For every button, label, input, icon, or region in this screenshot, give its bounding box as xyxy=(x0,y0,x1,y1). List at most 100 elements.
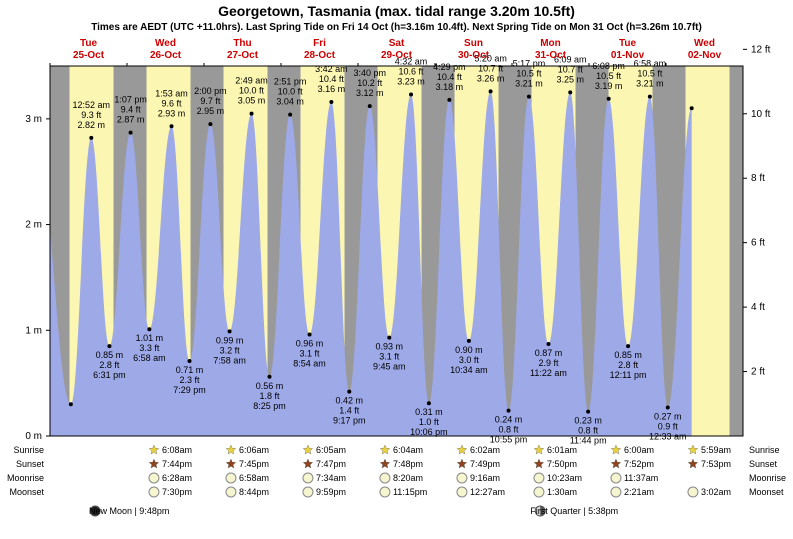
svg-text:First Quarter | 5:38pm: First Quarter | 5:38pm xyxy=(530,506,618,516)
svg-text:6:05am: 6:05am xyxy=(316,445,346,455)
svg-text:Sun: Sun xyxy=(464,38,483,49)
svg-text:2.9 ft: 2.9 ft xyxy=(538,358,559,368)
svg-text:11:37am: 11:37am xyxy=(624,473,658,483)
svg-text:0.9 ft: 0.9 ft xyxy=(658,421,679,431)
svg-text:4:29 pm: 4:29 pm xyxy=(433,62,466,72)
svg-text:7:52pm: 7:52pm xyxy=(624,459,654,469)
svg-text:2:21am: 2:21am xyxy=(624,487,654,497)
svg-text:3.25 m: 3.25 m xyxy=(556,74,584,84)
svg-text:2 ft: 2 ft xyxy=(751,367,765,378)
svg-text:7:50pm: 7:50pm xyxy=(547,459,577,469)
svg-text:9.7 ft: 9.7 ft xyxy=(200,96,221,106)
svg-text:7:53pm: 7:53pm xyxy=(701,459,731,469)
svg-text:Wed: Wed xyxy=(694,38,715,49)
svg-text:2.82 m: 2.82 m xyxy=(78,120,106,130)
svg-text:9:45 am: 9:45 am xyxy=(373,362,406,372)
svg-text:0.23 m: 0.23 m xyxy=(574,416,602,426)
svg-text:11:22 am: 11:22 am xyxy=(530,368,567,378)
svg-text:25-Oct: 25-Oct xyxy=(73,50,105,61)
svg-text:10.7 ft: 10.7 ft xyxy=(478,63,504,73)
svg-text:6:08 pm: 6:08 pm xyxy=(592,61,625,71)
svg-text:8:25 pm: 8:25 pm xyxy=(253,401,286,411)
svg-text:10.2 ft: 10.2 ft xyxy=(357,78,383,88)
svg-text:1 m: 1 m xyxy=(25,325,42,336)
svg-text:7:34am: 7:34am xyxy=(316,473,346,483)
svg-text:Tue: Tue xyxy=(80,38,97,49)
svg-text:12:52 am: 12:52 am xyxy=(73,100,111,110)
svg-text:0.96 m: 0.96 m xyxy=(296,339,324,349)
svg-text:Tue: Tue xyxy=(619,38,636,49)
svg-text:1.0 ft: 1.0 ft xyxy=(419,417,440,427)
svg-text:10.0 ft: 10.0 ft xyxy=(239,86,265,96)
svg-text:2:51 pm: 2:51 pm xyxy=(274,77,307,87)
svg-text:3.05 m: 3.05 m xyxy=(238,96,266,106)
svg-text:2:49 am: 2:49 am xyxy=(235,76,268,86)
svg-text:8:54 am: 8:54 am xyxy=(293,359,326,369)
svg-text:6:00am: 6:00am xyxy=(624,445,654,455)
svg-text:Moonrise: Moonrise xyxy=(7,473,44,483)
svg-text:3.1 ft: 3.1 ft xyxy=(300,349,321,359)
chart-subtitle: Times are AEDT (UTC +11.0hrs). Last Spri… xyxy=(91,22,702,33)
svg-text:3.16 m: 3.16 m xyxy=(318,84,346,94)
svg-text:Sunset: Sunset xyxy=(16,459,45,469)
svg-text:3.0 ft: 3.0 ft xyxy=(459,355,480,365)
svg-text:0.99 m: 0.99 m xyxy=(216,335,244,345)
svg-text:Sunset: Sunset xyxy=(749,459,778,469)
svg-text:2.95 m: 2.95 m xyxy=(197,106,225,116)
svg-text:3.26 m: 3.26 m xyxy=(477,73,505,83)
svg-text:7:49pm: 7:49pm xyxy=(470,459,500,469)
svg-text:Sunrise: Sunrise xyxy=(13,445,44,455)
svg-text:0.71 m: 0.71 m xyxy=(176,365,204,375)
svg-text:9:17 pm: 9:17 pm xyxy=(333,416,366,426)
svg-text:7:47pm: 7:47pm xyxy=(316,459,346,469)
svg-text:1.8 ft: 1.8 ft xyxy=(260,391,281,401)
svg-text:6:08am: 6:08am xyxy=(162,445,192,455)
svg-text:8:20am: 8:20am xyxy=(393,473,423,483)
svg-text:9.3 ft: 9.3 ft xyxy=(81,110,102,120)
svg-text:0.90 m: 0.90 m xyxy=(455,345,483,355)
svg-text:12:27am: 12:27am xyxy=(470,487,505,497)
svg-text:27-Oct: 27-Oct xyxy=(227,50,259,61)
svg-text:7:44pm: 7:44pm xyxy=(162,459,192,469)
svg-text:3:02am: 3:02am xyxy=(701,487,731,497)
svg-text:3.18 m: 3.18 m xyxy=(436,82,464,92)
svg-text:3.2 ft: 3.2 ft xyxy=(220,345,241,355)
svg-text:6:01am: 6:01am xyxy=(547,445,577,455)
svg-text:26-Oct: 26-Oct xyxy=(150,50,182,61)
svg-text:1:07 pm: 1:07 pm xyxy=(114,95,147,105)
svg-text:02-Nov: 02-Nov xyxy=(688,50,722,61)
svg-text:31-Oct: 31-Oct xyxy=(535,50,567,61)
svg-text:10.6 ft: 10.6 ft xyxy=(399,67,425,77)
svg-text:0.27 m: 0.27 m xyxy=(654,411,682,421)
svg-text:0.42 m: 0.42 m xyxy=(336,396,364,406)
svg-text:2.87 m: 2.87 m xyxy=(117,115,145,125)
svg-text:7:58 am: 7:58 am xyxy=(213,355,246,365)
svg-text:6:58 am: 6:58 am xyxy=(133,353,166,363)
svg-text:01-Nov: 01-Nov xyxy=(611,50,645,61)
svg-text:10:34 am: 10:34 am xyxy=(450,365,488,375)
svg-text:7:48pm: 7:48pm xyxy=(393,459,423,469)
svg-text:6:31 pm: 6:31 pm xyxy=(93,370,126,380)
chart-title: Georgetown, Tasmania (max. tidal range 3… xyxy=(218,3,575,19)
svg-text:10.5 ft: 10.5 ft xyxy=(516,69,542,79)
svg-text:10.7 ft: 10.7 ft xyxy=(558,64,584,74)
svg-text:6:06am: 6:06am xyxy=(239,445,269,455)
svg-text:6:28am: 6:28am xyxy=(162,473,192,483)
svg-text:10 ft: 10 ft xyxy=(751,109,771,120)
svg-text:7:45pm: 7:45pm xyxy=(239,459,269,469)
svg-text:6:04am: 6:04am xyxy=(393,445,423,455)
tide-chart-container: 0 m1 m2 m3 m2 ft4 ft6 ft8 ft10 ft12 ft12… xyxy=(0,0,793,539)
svg-text:0 m: 0 m xyxy=(25,431,42,442)
svg-text:12 ft: 12 ft xyxy=(751,44,771,55)
svg-text:5:59am: 5:59am xyxy=(701,445,731,455)
svg-text:0.24 m: 0.24 m xyxy=(495,415,523,425)
svg-text:12:11 pm: 12:11 pm xyxy=(610,370,647,380)
svg-text:Sunrise: Sunrise xyxy=(749,445,780,455)
svg-text:9.4 ft: 9.4 ft xyxy=(121,105,142,115)
svg-text:Wed: Wed xyxy=(155,38,176,49)
svg-text:1.4 ft: 1.4 ft xyxy=(339,406,360,416)
svg-text:6:58am: 6:58am xyxy=(239,473,269,483)
svg-text:9:59pm: 9:59pm xyxy=(316,487,346,497)
svg-text:0.31 m: 0.31 m xyxy=(415,407,443,417)
svg-text:0.93 m: 0.93 m xyxy=(376,342,404,352)
